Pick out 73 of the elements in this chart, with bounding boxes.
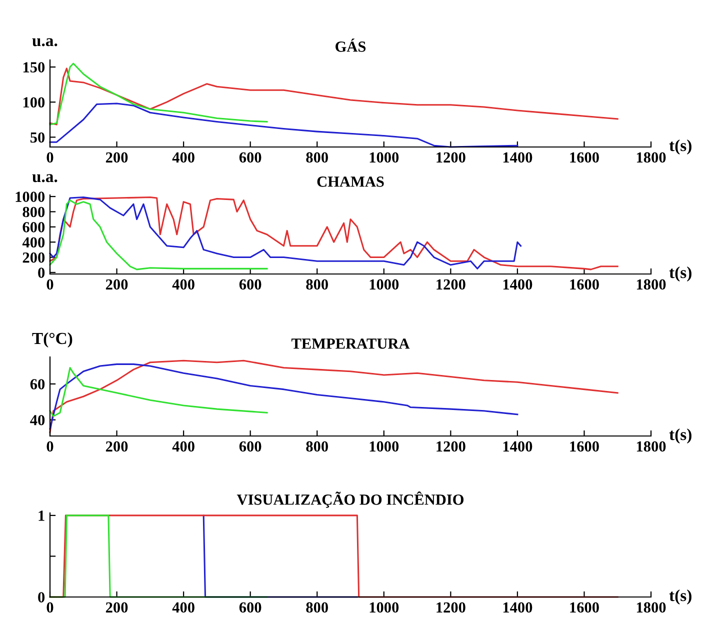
x-axis-title: t(s) bbox=[669, 589, 692, 605]
x-axis-title: t(s) bbox=[669, 139, 692, 155]
y-axis-title: u.a. bbox=[32, 174, 58, 182]
x-tick-label: 1400 bbox=[503, 602, 532, 613]
x-tick-label: 600 bbox=[239, 152, 262, 163]
x-tick-label: 400 bbox=[172, 441, 194, 452]
y-tick-label: 200 bbox=[22, 252, 45, 263]
x-tick-label: 1400 bbox=[503, 152, 532, 163]
x-tick-label: 600 bbox=[239, 441, 262, 452]
y-tick-label: 0 bbox=[38, 268, 45, 278]
x-tick-label: 800 bbox=[306, 441, 328, 452]
y-axis-title: u.a. bbox=[32, 38, 58, 46]
y-tick-label: 40 bbox=[30, 414, 45, 426]
line-series bbox=[49, 360, 618, 434]
line-series bbox=[49, 367, 268, 418]
y-tick-label: 600 bbox=[22, 222, 45, 232]
y-tick-label: 800 bbox=[22, 206, 45, 218]
x-tick-label: 1600 bbox=[570, 152, 599, 163]
x-tick-label: 1400 bbox=[503, 441, 532, 452]
line-series bbox=[49, 196, 522, 270]
x-tick-label: 1600 bbox=[570, 602, 599, 613]
x-tick-label: 800 bbox=[306, 152, 328, 163]
x-tick-label: 400 bbox=[172, 152, 194, 163]
x-tick-label: 1800 bbox=[636, 441, 666, 452]
line-series bbox=[49, 68, 618, 126]
line-series bbox=[49, 363, 518, 430]
line-series bbox=[49, 62, 268, 126]
x-tick-label: 200 bbox=[106, 279, 128, 290]
x-tick-label: 1000 bbox=[370, 441, 399, 452]
x-tick-label: 0 bbox=[46, 602, 54, 613]
y-tick-label: 100 bbox=[23, 97, 45, 108]
chart-title: GÁS bbox=[336, 38, 366, 52]
x-tick-label: 1600 bbox=[570, 441, 599, 452]
x-tick-label: 1400 bbox=[503, 279, 532, 290]
x-axis-title: t(s) bbox=[669, 428, 692, 444]
line-series bbox=[49, 200, 268, 270]
y-tick-label: 400 bbox=[22, 237, 45, 248]
x-tick-label: 1200 bbox=[436, 602, 466, 613]
x-tick-label: 400 bbox=[172, 279, 194, 290]
chart-title: TEMPERATURA bbox=[291, 338, 410, 349]
line-series bbox=[49, 102, 518, 148]
x-tick-label: 200 bbox=[106, 152, 128, 163]
chart-title: CHAMAS bbox=[317, 176, 384, 187]
y-tick-label: 50 bbox=[30, 132, 45, 143]
x-tick-label: 1600 bbox=[570, 279, 599, 290]
y-tick-label: 0 bbox=[38, 592, 45, 602]
x-tick-label: 800 bbox=[306, 279, 328, 290]
x-tick-label: 600 bbox=[239, 279, 262, 290]
x-tick-label: 1800 bbox=[636, 152, 666, 163]
x-tick-label: 800 bbox=[306, 602, 328, 613]
x-tick-label: 1000 bbox=[370, 279, 399, 290]
y-tick-label: 150 bbox=[23, 62, 45, 72]
x-axis-title: t(s) bbox=[669, 266, 692, 282]
x-tick-label: 1200 bbox=[436, 441, 466, 452]
y-tick-label: 1 bbox=[38, 510, 44, 521]
x-tick-label: 400 bbox=[172, 602, 194, 613]
chart-title: VISUALIZAÇÃO DO INCÊNDIO bbox=[236, 491, 464, 508]
x-tick-label: 200 bbox=[106, 441, 128, 452]
x-tick-label: 600 bbox=[239, 602, 262, 613]
x-tick-label: 1000 bbox=[370, 602, 399, 613]
line-series bbox=[49, 196, 618, 270]
x-tick-label: 200 bbox=[106, 602, 128, 613]
x-tick-label: 1200 bbox=[436, 279, 466, 290]
y-tick-label: 60 bbox=[30, 379, 45, 390]
y-axis-title: T(°C) bbox=[32, 332, 72, 348]
x-tick-label: 1800 bbox=[636, 279, 666, 290]
x-tick-label: 0 bbox=[46, 279, 54, 290]
x-tick-label: 1800 bbox=[636, 602, 666, 613]
x-tick-label: 0 bbox=[46, 152, 54, 163]
y-tick-label: 1000 bbox=[16, 192, 45, 202]
x-tick-label: 1000 bbox=[370, 152, 399, 163]
x-tick-label: 0 bbox=[46, 441, 54, 452]
x-tick-label: 1200 bbox=[436, 152, 466, 163]
